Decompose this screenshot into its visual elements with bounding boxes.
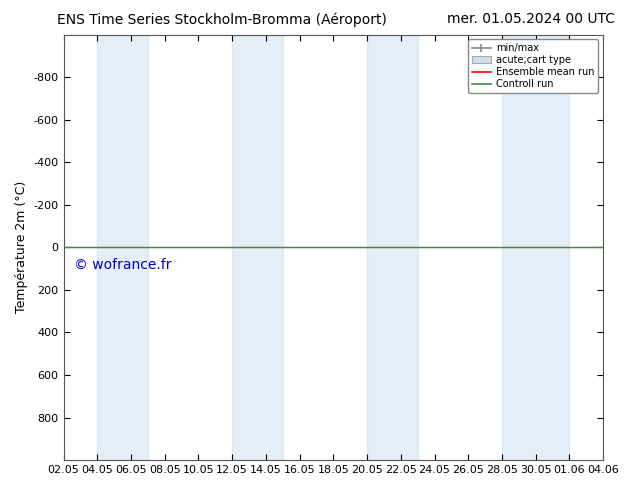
Legend: min/max, acute;cart type, Ensemble mean run, Controll run: min/max, acute;cart type, Ensemble mean …: [468, 40, 598, 93]
Bar: [367, 35, 418, 460]
Bar: [502, 35, 569, 460]
Y-axis label: Température 2m (°C): Température 2m (°C): [15, 181, 28, 314]
Text: mer. 01.05.2024 00 UTC: mer. 01.05.2024 00 UTC: [447, 12, 615, 26]
Text: © wofrance.fr: © wofrance.fr: [74, 258, 172, 272]
Text: ENS Time Series Stockholm-Bromma (Aéroport): ENS Time Series Stockholm-Bromma (Aéropo…: [57, 12, 387, 27]
Bar: [97, 35, 148, 460]
Bar: [232, 35, 283, 460]
